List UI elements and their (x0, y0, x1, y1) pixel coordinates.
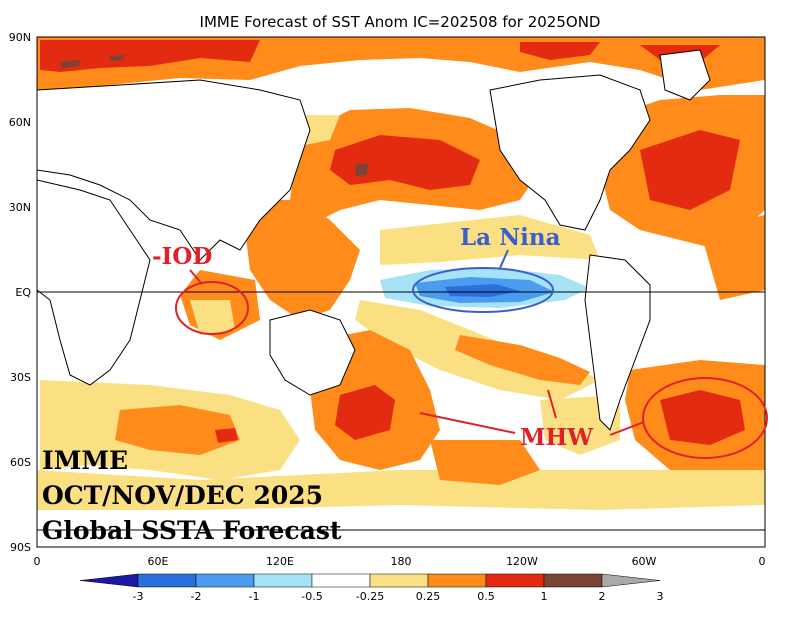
iod-label: -IOD (152, 243, 212, 270)
mhw-pointer (419, 412, 516, 434)
la-nina-circle (412, 267, 554, 313)
lat-tick-label: 30S (10, 371, 31, 384)
lat-tick-label: 90N (9, 31, 31, 44)
colorbar-label: 2 (599, 590, 606, 603)
colorbar-segment (427, 573, 487, 588)
lon-tick-label: 120W (506, 555, 538, 568)
colorbar-segment (543, 573, 603, 588)
colorbar-segment (369, 573, 429, 588)
map-area (37, 37, 765, 547)
colorbar-label: 0.5 (477, 590, 495, 603)
mhw-pointer (609, 421, 645, 436)
lat-tick-label: EQ (15, 286, 31, 299)
overlay-text: IMME OCT/NOV/DEC 2025 Global SSTA Foreca… (42, 446, 342, 545)
iod-pointer (189, 269, 203, 285)
lat-tick-label: 30N (9, 201, 31, 214)
lon-tick-label: 0 (759, 555, 766, 568)
colorbar-segment (195, 573, 255, 588)
la-nina-pointer (499, 249, 509, 269)
colorbar-label: -0.5 (301, 590, 322, 603)
lat-tick-label: 60S (10, 456, 31, 469)
colorbar-label: 3 (657, 590, 664, 603)
lon-axis: 0 60E 120E 180 120W 60W 0 (34, 555, 766, 568)
map-title: IMME Forecast of SST Anom IC=202508 for … (200, 13, 601, 31)
mhw-circle (642, 377, 768, 459)
la-nina-label: La Nina (460, 224, 561, 251)
colorbar-label: -2 (191, 590, 202, 603)
colorbar: -3 -2 -1 -0.5 -0.25 0.25 0.5 1 2 3 (79, 573, 664, 603)
lat-tick-label: 90S (10, 541, 31, 554)
lon-tick-label: 60E (148, 555, 169, 568)
iod-circle (175, 281, 249, 335)
coastlines (37, 49, 765, 547)
colorbar-segment (485, 573, 545, 588)
colorbar-segment (253, 573, 313, 588)
overlay-line-2: OCT/NOV/DEC 2025 (42, 481, 323, 510)
map-frame (36, 36, 766, 548)
lat-axis: 90N 60N 30N EQ 30S 60S 90S (9, 31, 32, 554)
lon-tick-label: 120E (266, 555, 294, 568)
lat-tick-label: 60N (9, 116, 31, 129)
colorbar-segment (137, 573, 197, 588)
colorbar-label: -0.25 (356, 590, 384, 603)
colorbar-label: 0.25 (416, 590, 441, 603)
mhw-pointer (547, 389, 557, 419)
annotations: -IOD La Nina MHW (152, 224, 768, 459)
colorbar-label: 1 (541, 590, 548, 603)
lon-tick-label: 0 (34, 555, 41, 568)
colorbar-segment (79, 573, 139, 588)
mhw-label: MHW (520, 424, 594, 451)
colorbar-label: -1 (249, 590, 260, 603)
colorbar-label: -3 (133, 590, 144, 603)
colorbar-segment (601, 573, 661, 588)
overlay-line-1: IMME (42, 446, 128, 475)
lon-tick-label: 60W (632, 555, 657, 568)
overlay-line-3: Global SSTA Forecast (42, 516, 342, 545)
colorbar-segment (311, 573, 371, 588)
lon-tick-label: 180 (391, 555, 412, 568)
